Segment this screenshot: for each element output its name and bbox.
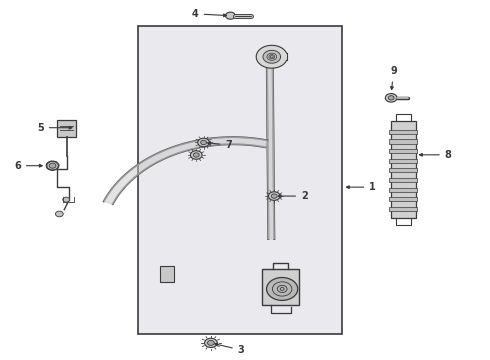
Bar [389, 207, 417, 211]
Circle shape [385, 94, 397, 102]
Text: 6: 6 [14, 161, 42, 171]
Polygon shape [267, 68, 274, 239]
Circle shape [63, 197, 70, 202]
Circle shape [49, 163, 56, 168]
Circle shape [388, 96, 394, 100]
Bar [389, 168, 417, 172]
Bar [389, 178, 417, 182]
Text: 1: 1 [346, 182, 376, 192]
Polygon shape [104, 137, 268, 204]
Text: 8: 8 [419, 150, 452, 160]
Circle shape [204, 338, 217, 347]
Circle shape [207, 341, 214, 345]
Text: 4: 4 [192, 9, 226, 19]
Circle shape [55, 211, 63, 217]
Bar [389, 139, 417, 144]
Circle shape [46, 161, 59, 170]
Bar [391, 121, 416, 217]
Bar [389, 158, 417, 163]
Circle shape [201, 140, 206, 145]
Circle shape [191, 151, 202, 159]
Circle shape [271, 194, 277, 198]
Bar [160, 266, 174, 282]
Text: 9: 9 [390, 66, 397, 90]
Bar [262, 269, 298, 305]
Polygon shape [263, 50, 281, 63]
Bar [389, 130, 417, 134]
Polygon shape [256, 45, 287, 68]
Circle shape [225, 12, 235, 19]
Bar [57, 120, 76, 137]
Text: 7: 7 [208, 140, 232, 150]
Circle shape [267, 278, 298, 300]
Circle shape [194, 153, 199, 157]
Text: 3: 3 [215, 343, 245, 355]
Text: 2: 2 [278, 191, 308, 201]
Bar [389, 197, 417, 202]
Bar [138, 26, 343, 334]
Bar [389, 149, 417, 153]
Bar [389, 188, 417, 192]
Circle shape [198, 138, 209, 147]
Circle shape [269, 192, 280, 201]
Text: 5: 5 [37, 123, 72, 133]
